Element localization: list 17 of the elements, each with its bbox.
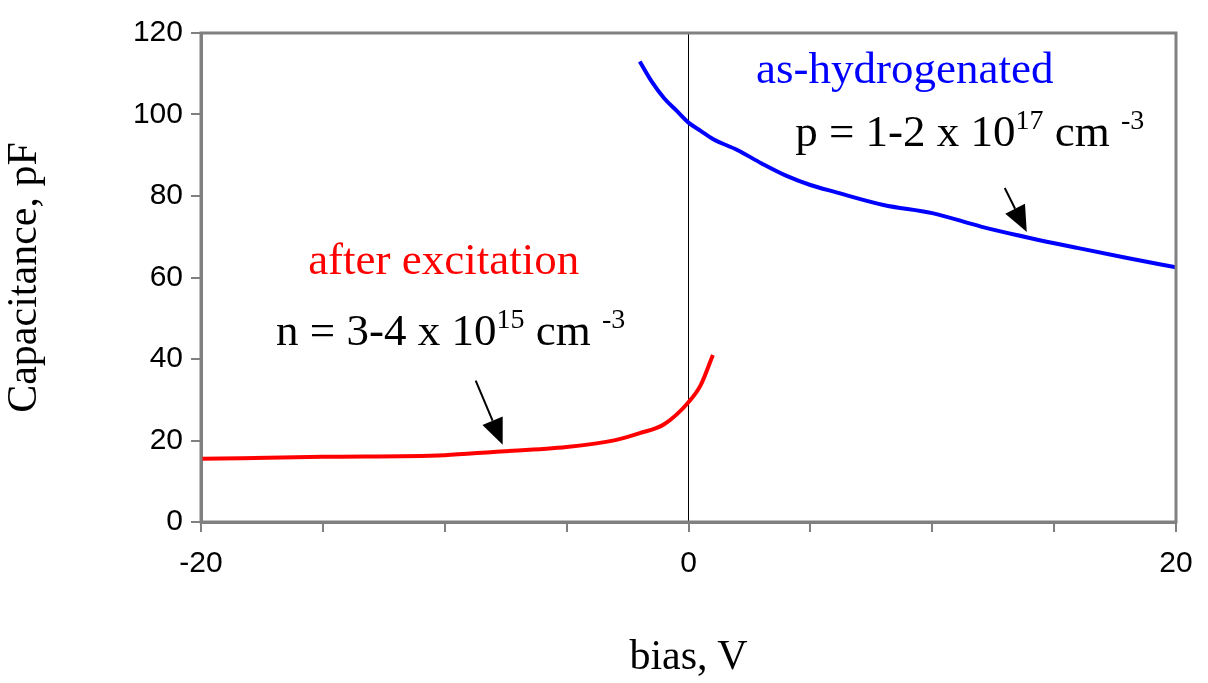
x-tick-label: 0 — [680, 545, 697, 579]
line-series — [201, 352, 715, 461]
y-tick-label: 120 — [132, 14, 183, 48]
annotation: n = 3-4 x 10$^{15}$ cm $^{-3}$ — [276, 302, 626, 355]
x-tick-label: 20 — [1159, 545, 1193, 579]
y-tick-label: 0 — [166, 503, 183, 537]
annotation: p = 1-2 x 10$^{17}$ cm $^{-3}$ — [795, 103, 1145, 156]
y-tick-label: 80 — [149, 177, 183, 211]
series-label: as-hydrogenated — [756, 42, 1054, 93]
y-tick-label: 40 — [149, 340, 183, 374]
y-tick-label: 100 — [132, 95, 183, 129]
y-tick-label: 20 — [149, 421, 183, 455]
y-axis-title: Capacitance, pF — [0, 142, 46, 413]
x-axis-title: bias, V — [629, 631, 748, 678]
text: after excitation — [308, 233, 580, 284]
y-tick-label: 60 — [149, 258, 183, 292]
x-tick-label: -20 — [179, 545, 223, 579]
